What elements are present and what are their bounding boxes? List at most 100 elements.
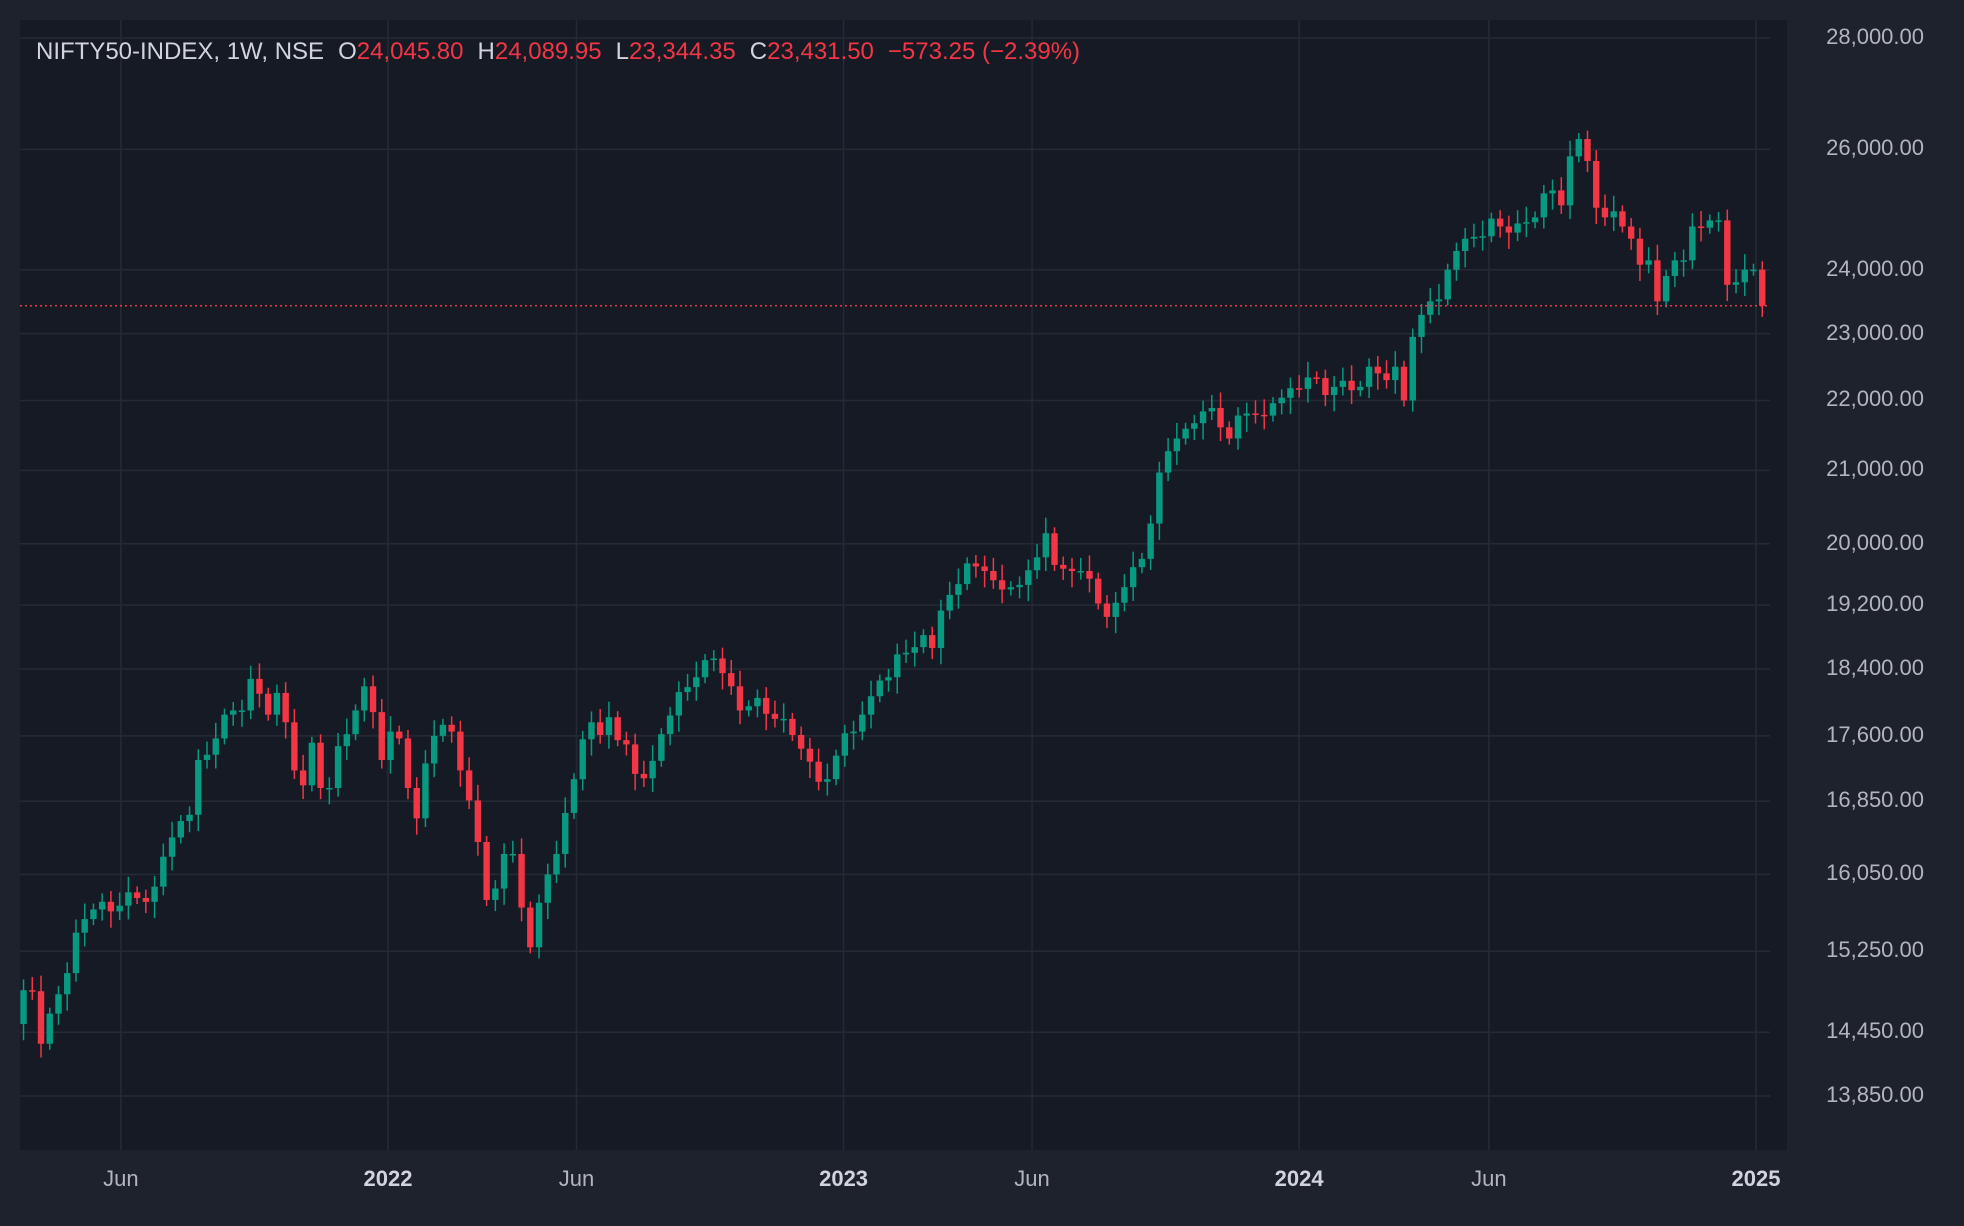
candle-body [1724,220,1731,285]
candle-body [317,742,324,788]
x-tick-label: 2025 [1731,1166,1781,1191]
y-tick-label: 24,000.00 [1826,255,1924,281]
candle-body [1086,571,1093,579]
candle-body [1129,567,1137,588]
candle-body [754,697,761,707]
candle-body [1322,378,1329,396]
y-tick-label: 13,850.00 [1826,1082,1924,1107]
grid-lines [20,20,1770,1150]
candle-body [46,1013,53,1044]
candle-body [1671,260,1679,276]
candle-body [841,733,849,756]
candle-body [369,686,377,713]
candle-body [824,779,831,782]
candle-body [1741,269,1748,283]
candle-body [728,673,735,687]
candle-body [1365,366,1373,387]
candle-body [1068,568,1076,572]
candle-body [579,739,586,780]
candle-body [1470,236,1478,239]
y-tick-label: 26,000.00 [1826,135,1924,161]
candle-body [658,734,665,761]
candle-body [1697,226,1705,228]
candle-body [640,773,648,779]
candle-body [37,991,45,1044]
candle-body [1025,570,1032,585]
candle-body [326,787,333,790]
candle-body [1313,377,1320,379]
open-value: 24,045.80 [356,38,464,65]
candle-body [1610,211,1617,218]
candle-body [1269,403,1277,416]
candle-body [177,821,185,838]
candle-body [1138,558,1146,568]
candle-body [29,990,36,992]
candle-body [1759,269,1766,306]
candle-body [1558,190,1565,206]
x-tick-label: Jun [1471,1166,1507,1191]
candle-body [518,853,525,908]
chart-pane[interactable] [20,20,1787,1150]
candle-body [920,635,927,648]
candle-body [1156,472,1163,524]
x-tick-label: Jun [1014,1166,1050,1191]
candle-body [448,724,455,732]
candle-body [596,722,604,736]
candle-body [1252,413,1259,416]
candle-body [1715,220,1722,222]
candle-body [1680,260,1687,262]
candle-body [396,731,403,739]
high-value: 24,089.95 [494,38,602,65]
candle-body [1444,269,1451,300]
y-tick-label: 14,450.00 [1826,1018,1924,1044]
candle-body [430,735,438,764]
candle-body [1549,190,1556,194]
candle-body [1077,571,1084,573]
candle-body [1654,260,1661,302]
candle-body [1234,415,1242,439]
candle-body [955,584,962,595]
y-tick-label: 28,000.00 [1826,24,1924,49]
candle-body [963,563,971,585]
candle-body [929,635,936,648]
candle-body [81,919,88,933]
candle-body [273,692,281,715]
x-tick-label: Jun [558,1166,595,1191]
candle-body [762,697,770,714]
candle-body [1601,207,1609,218]
candle-body [1182,428,1189,439]
candle-body [1287,388,1294,398]
candle-body [72,932,80,974]
candle-body [238,710,246,712]
candle-body [64,973,71,995]
candle-body [1400,366,1408,401]
candle-body [1461,238,1469,252]
candle-body [771,713,779,719]
open-label: O [338,38,357,65]
candle-body [186,814,193,822]
candle-body [1374,366,1382,374]
candle-body [230,710,237,715]
symbol-legend: NIFTY50-INDEX, 1W, NSE O24,045.80 H24,089.… [36,38,1080,66]
candlestick-chart[interactable] [20,20,1787,1150]
candle-body [1339,380,1347,387]
candle-body [535,902,543,948]
candle-body [1304,377,1312,389]
candle-body [125,892,132,906]
candle-body [736,686,744,711]
candle-body [1033,557,1041,571]
candle-body [1540,193,1548,218]
y-tick-label: 15,250.00 [1826,937,1924,963]
candle-body [588,722,595,740]
candle-body [1619,211,1626,227]
low-label: L [615,38,629,65]
candle-body [527,907,534,948]
candle-body [998,580,1006,590]
candle-body [562,812,569,854]
candle-body [1147,523,1154,559]
candle-body [806,748,814,762]
candle-body [1566,156,1574,206]
candle-body [352,710,359,735]
candle-body [605,717,613,736]
candle-body [55,994,62,1014]
